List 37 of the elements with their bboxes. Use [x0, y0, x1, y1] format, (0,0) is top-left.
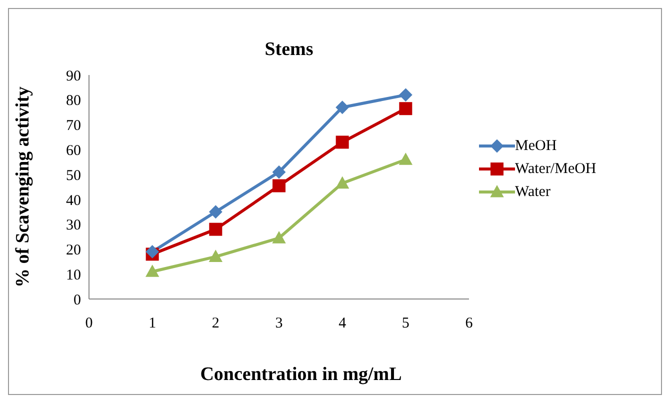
- x-tick-label: 4: [338, 316, 347, 332]
- y-tick-label: 80: [66, 93, 81, 110]
- point: [272, 179, 286, 192]
- x-tick-label: 1: [148, 316, 156, 332]
- point: [209, 205, 222, 218]
- point: [336, 100, 349, 114]
- y-tick-label: 50: [66, 168, 81, 184]
- point: [336, 136, 349, 149]
- point: [272, 166, 286, 179]
- point: [336, 176, 349, 189]
- x-tick-label: 5: [402, 316, 410, 332]
- point: [146, 265, 159, 277]
- y-axis-title: % of Scavenging activity: [12, 86, 34, 288]
- y-tick-label: 20: [66, 242, 81, 259]
- x-tick-label: 6: [465, 316, 474, 332]
- y-tick-label: 0: [74, 292, 81, 308]
- point: [209, 250, 222, 262]
- x-tick-label: 0: [85, 316, 93, 332]
- y-tick-label: 60: [66, 142, 81, 159]
- legend-label: MeOH: [515, 138, 557, 154]
- y-tick-label: 10: [66, 267, 81, 284]
- y-tick-label: 70: [66, 118, 81, 134]
- point: [399, 153, 412, 165]
- point: [399, 102, 412, 116]
- point: [272, 232, 286, 244]
- y-tick-label: 40: [66, 192, 81, 209]
- chart-title: Stems: [264, 39, 314, 61]
- x-tick-label: 2: [212, 316, 220, 332]
- point: [399, 88, 412, 102]
- x-tick-label: 3: [275, 316, 283, 332]
- point: [209, 222, 222, 236]
- point: [146, 245, 159, 258]
- y-tick-label: 90: [66, 68, 81, 84]
- y-tick-label: 30: [66, 218, 81, 234]
- x-axis-title: Concentration in mg/mL: [199, 364, 403, 386]
- legend-label: Water: [515, 184, 550, 200]
- legend-label: Water/MeOH: [515, 160, 596, 178]
